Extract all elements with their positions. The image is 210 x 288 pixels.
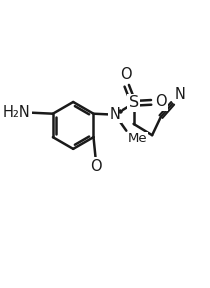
Text: O: O <box>155 94 167 109</box>
Text: N: N <box>174 87 185 102</box>
Text: Me: Me <box>127 132 147 145</box>
Text: S: S <box>129 95 139 111</box>
Text: O: O <box>90 159 101 174</box>
Text: H₂N: H₂N <box>3 105 30 120</box>
Text: N: N <box>110 107 121 122</box>
Text: O: O <box>120 67 131 82</box>
